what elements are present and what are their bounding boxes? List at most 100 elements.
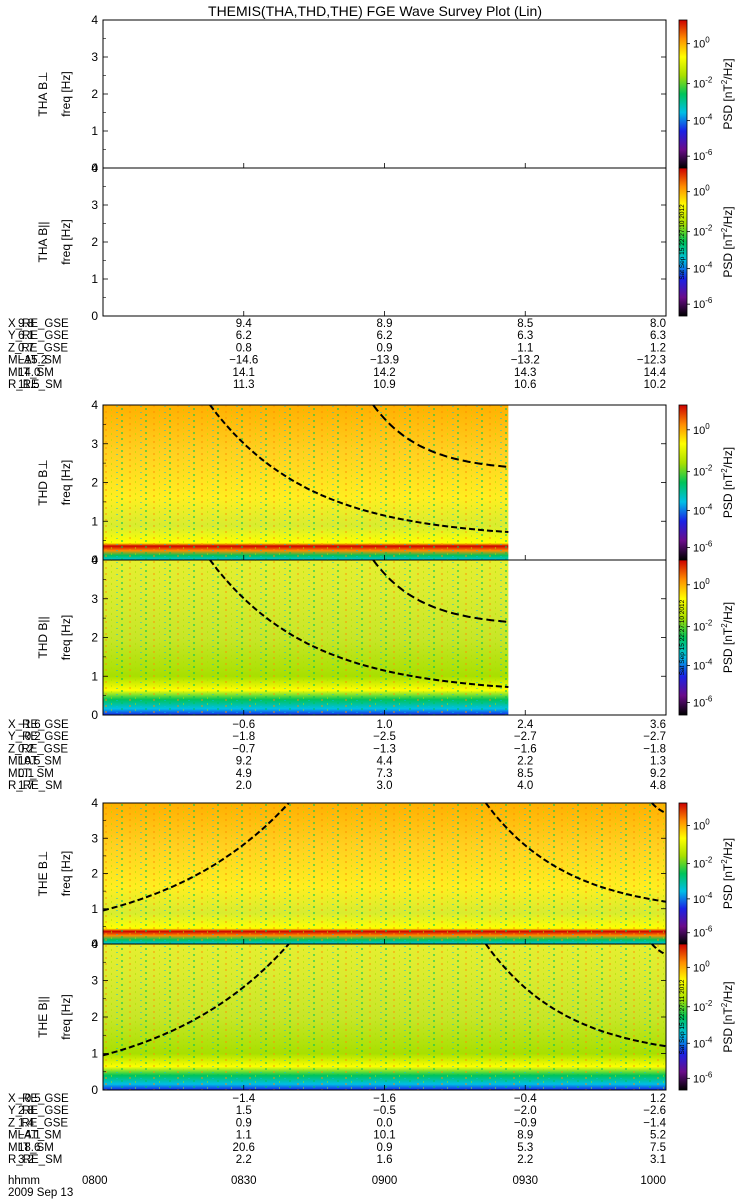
y-tick-label: 0 — [91, 309, 98, 323]
ephemeris-value: 14.0 — [18, 367, 40, 379]
panel-label: THD B|| — [36, 616, 50, 658]
ephemeris-name: Z_RE_GSE — [8, 342, 68, 354]
ephemeris-name: Z_RE_GSE — [8, 1117, 68, 1129]
time-tick-label: 0800 — [82, 1175, 108, 1187]
ephemeris-value: −0.4 — [514, 1093, 537, 1105]
ephemeris-value: −12.3 — [637, 355, 666, 367]
ephemeris-value: 11.3 — [233, 379, 255, 391]
ephemeris-name: MLT_SM — [8, 367, 54, 379]
ephemeris-name: Z_RE_GSE — [8, 743, 68, 755]
time-tick-label: 0830 — [231, 1175, 257, 1187]
ephemeris-value: 0.0 — [377, 1117, 393, 1129]
ephemeris-value: 14.4 — [644, 367, 667, 379]
ephemeris-value: 1.1 — [236, 1130, 252, 1142]
gyrofrequency-curve — [485, 802, 667, 903]
ephemeris-value: −1.6 — [18, 719, 41, 731]
y-tick-label: 0 — [91, 553, 98, 567]
ephemeris-name: Y_RE_GSE — [8, 731, 69, 743]
gyrofrequency-curve — [651, 802, 667, 814]
ephemeris-value: 0.9 — [377, 342, 393, 354]
y-tick-label: 1 — [91, 902, 98, 916]
colorbar-label: PSD [nT2/Hz] — [720, 981, 735, 1052]
y-tick-label: 1 — [91, 669, 98, 683]
spectrogram-texture-area — [103, 560, 509, 715]
panel-frame — [102, 167, 667, 317]
colorbar-tick-label: 10-2 — [693, 464, 713, 479]
ephemeris-value: 4.4 — [377, 756, 394, 768]
panel-unit-label: freq [Hz] — [59, 219, 73, 264]
ephemeris-value: 20.6 — [233, 1142, 255, 1154]
ephemeris-name: X_RE_GSE — [8, 719, 69, 731]
ephemeris-value: −2.5 — [373, 731, 396, 743]
ephemeris-value: 14.2 — [373, 367, 395, 379]
ephemeris-value: 4.8 — [650, 780, 666, 792]
colorbar-label: PSD [nT2/Hz] — [720, 838, 735, 909]
colorbar-tick-label: 100 — [693, 577, 710, 592]
ephemeris-value: 18.6 — [18, 1142, 40, 1154]
ephemeris-value: 7.3 — [377, 768, 393, 780]
ephemeris-value: −0.5 — [18, 1093, 41, 1105]
gyrofrequency-curve — [484, 943, 667, 1048]
time-tick-label: 0930 — [512, 1175, 538, 1187]
y-tick-label: 3 — [91, 437, 98, 451]
colorbar-tick-label: 10-4 — [693, 1035, 713, 1050]
ephemeris-value: 5.2 — [650, 1130, 666, 1142]
panel-label: THE B|| — [36, 996, 50, 1038]
ephemeris-value: −1.6 — [514, 743, 537, 755]
colorbar-tick-label: 10-4 — [693, 113, 713, 128]
colorbar-tick-label: 100 — [693, 959, 710, 974]
colorbar-tick-label: 100 — [693, 818, 710, 833]
colorbar-tick-label: 10-4 — [693, 502, 713, 517]
y-tick-label: 2 — [91, 476, 98, 490]
colorbar-tick-label: 100 — [693, 422, 710, 437]
ephemeris-value: 1.0 — [377, 719, 393, 731]
ephemeris-value: 0.1 — [18, 768, 34, 780]
ephemeris-value: −2.7 — [643, 731, 666, 743]
y-tick-label: 0 — [91, 708, 98, 722]
ephemeris-name: R_RE_SM — [8, 1154, 62, 1166]
ephemeris-value: −1.6 — [373, 1093, 396, 1105]
ephemeris-value: 10.2 — [644, 379, 666, 391]
colorbar-tick-label: 10-2 — [693, 856, 713, 871]
y-tick-label: 3 — [91, 592, 98, 606]
colorbar-label: PSD [nT2/Hz] — [720, 58, 735, 129]
y-tick-label: 0 — [91, 1083, 98, 1097]
ephemeris-value: 0.7 — [18, 342, 34, 354]
ephemeris-value: −15.2 — [18, 355, 47, 367]
ephemeris-value: −1.4 — [643, 1117, 666, 1129]
ephemeris-value: 10.6 — [514, 379, 536, 391]
ephemeris-value: 9.4 — [236, 318, 253, 330]
ephemeris-name: R_RE_SM — [8, 379, 62, 391]
ephemeris-name: X_RE_GSE — [8, 1093, 69, 1105]
ephemeris-name: MLT_SM — [8, 768, 54, 780]
panel-unit-label: freq [Hz] — [59, 71, 73, 116]
ephemeris-value: 8.9 — [377, 318, 393, 330]
ephemeris-value: −0.9 — [514, 1117, 537, 1129]
ephemeris-value: 0.9 — [377, 1142, 393, 1154]
ephemeris-value: 8.9 — [517, 1130, 533, 1142]
gyrofrequency-curve — [209, 559, 509, 688]
ephemeris-value: 1.2 — [650, 342, 666, 354]
ephemeris-value: 10.9 — [373, 379, 395, 391]
ephemeris-value: 3.1 — [650, 1154, 666, 1166]
ephemeris-value: 9.8 — [18, 318, 34, 330]
gyrofrequency-curve — [102, 943, 290, 1057]
ephemeris-value: 2.2 — [517, 756, 533, 768]
ephemeris-value: 1.4 — [18, 1117, 35, 1129]
ephemeris-value: −2.7 — [514, 731, 537, 743]
ephemeris-value: 2.8 — [18, 1105, 34, 1117]
time-label: hhmm — [8, 1175, 40, 1187]
colorbar — [678, 167, 688, 317]
panel-label: THA B|| — [36, 222, 50, 263]
ephemeris-name: Y_RE_GSE — [8, 330, 69, 342]
ephemeris-value: 3.0 — [377, 780, 393, 792]
ephemeris-value: −0.2 — [18, 731, 41, 743]
probe-the-block: 0 1 2 3 4 THE B⊥ freq [Hz] 100 10-2 10-4 10-6 PSD [… — [8, 796, 735, 1166]
spectrogram-texture-area — [103, 803, 666, 944]
ephemeris-value: 5.3 — [517, 1142, 533, 1154]
ephemeris-value: 1.6 — [377, 1154, 393, 1166]
y-tick-label: 4 — [91, 161, 98, 175]
ephemeris-value: 6.2 — [236, 330, 252, 342]
ephemeris-value: 1.7 — [18, 780, 34, 792]
